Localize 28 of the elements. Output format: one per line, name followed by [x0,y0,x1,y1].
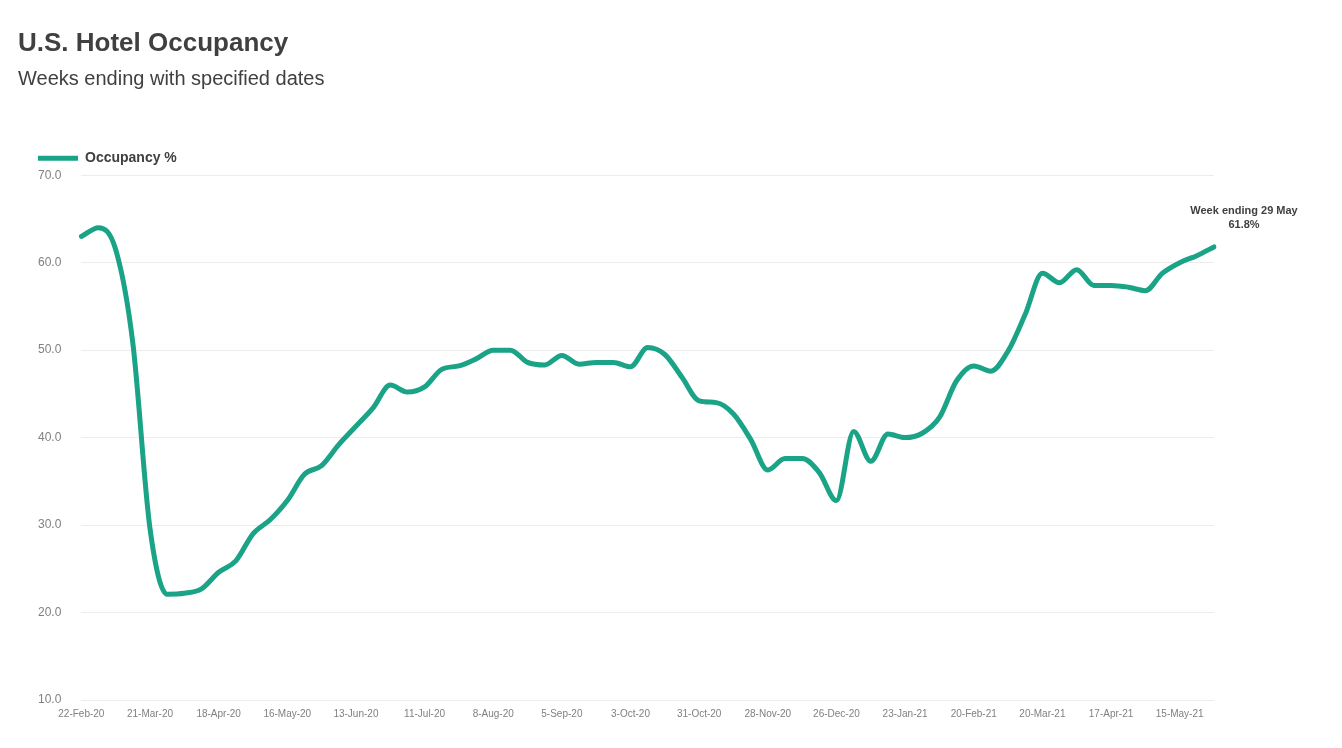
x-tick-label: 15-May-21 [1155,707,1205,719]
y-tick-label: 10.0 [38,692,62,707]
chart-title: U.S. Hotel Occupancy [18,26,289,57]
x-tick-label: 11-Jul-20 [404,707,446,719]
x-tick-label: 8-Aug-20 [472,707,515,719]
legend-label: Occupancy % [85,149,178,166]
x-tick-label: 20-Mar-21 [1019,707,1066,719]
x-tick-label: 21-Mar-20 [126,707,174,719]
x-tick-label: 31-Oct-20 [676,707,722,719]
y-tick-label: 60.0 [38,254,62,269]
x-tick-label: 28-Nov-20 [744,707,792,719]
y-tick-label: 20.0 [38,604,62,619]
x-tick-label: 22-Feb-20 [58,707,105,719]
chart-subtitle: Weeks ending with specified dates [18,66,325,89]
x-tick-label: 3-Oct-20 [611,707,651,719]
x-tick-label: 17-Apr-21 [1088,707,1134,719]
x-tick-label: 16-May-20 [263,707,312,719]
x-tick-label: 13-Jun-20 [333,707,379,719]
y-tick-label: 70.0 [38,167,62,182]
x-tick-label: 26-Dec-20 [813,707,861,719]
y-tick-label: 30.0 [38,517,62,532]
y-tick-label: 40.0 [38,429,62,444]
x-tick-label: 20-Feb-21 [950,707,998,719]
x-tick-label: 23-Jan-21 [882,707,929,719]
annotation: Week ending 29 May 61.8% [1190,203,1299,230]
x-tick-label: 18-Apr-20 [196,707,242,719]
x-tick-label: 5-Sep-20 [541,707,583,719]
y-tick-label: 50.0 [38,342,62,357]
